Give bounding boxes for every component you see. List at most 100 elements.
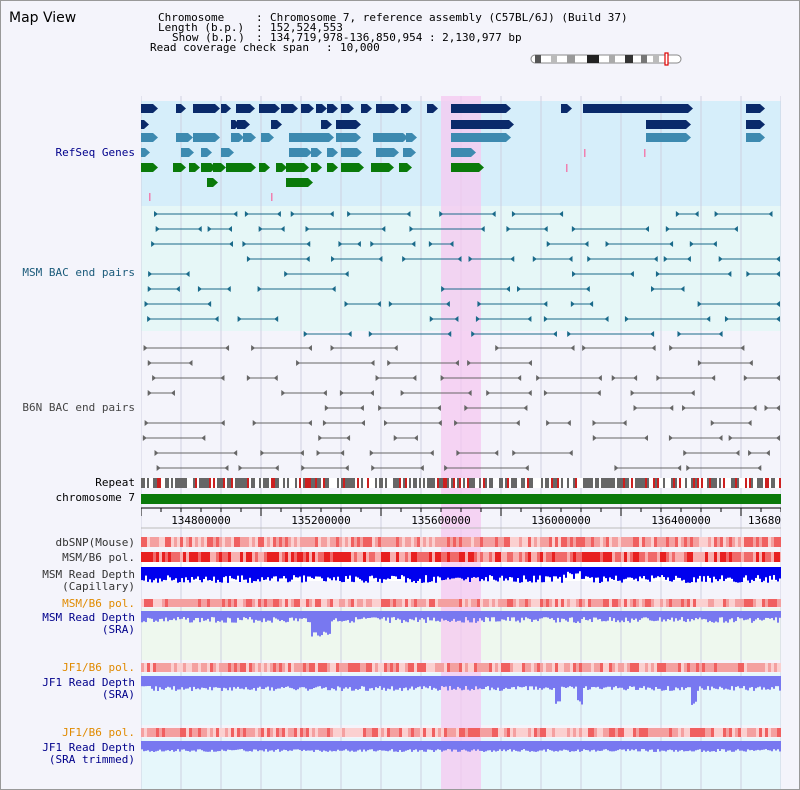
jf1-trim-depth: [147, 741, 149, 751]
b6n-bac-end: [387, 360, 392, 366]
dbsnp-cell: [450, 537, 453, 547]
repeat-element: [235, 478, 237, 488]
msm-capillary-depth: [307, 567, 309, 577]
dbsnp-cell: [174, 537, 177, 547]
repeat-element: [211, 478, 213, 488]
msm-capillary-depth: [739, 567, 741, 583]
msm-b6-pol-sra-cell: [495, 599, 498, 607]
msm-b6-pol-sra-cell: [699, 599, 702, 607]
msm-sra-depth: [521, 611, 523, 618]
jf1-trim-depth: [643, 741, 645, 750]
msm-capillary-depth: [173, 567, 175, 580]
repeat-element: [321, 478, 323, 488]
b6n-bac-track[interactable]: [142, 345, 780, 471]
repeat-element: [405, 478, 407, 488]
msm-capillary-depth: [621, 567, 623, 583]
jf1-b6-pol-cell: [267, 663, 270, 672]
msm-b6-pol-cell: [429, 552, 432, 562]
jf1-b6-pol-trim-cell: [639, 728, 642, 737]
repeat-element: [249, 478, 251, 488]
msm-sra-depth: [549, 611, 551, 619]
jf1-b6-pol-trim-cell: [276, 728, 279, 737]
msm-capillary-depth: [761, 567, 763, 583]
msm-sra-depth: [717, 611, 719, 623]
jf1-trim-depth: [425, 741, 427, 752]
msm-b6-pol-sra-cell: [669, 599, 672, 607]
msm-b6-pol-sra-cell: [192, 599, 195, 607]
refseq-genes-track[interactable]: [141, 104, 765, 201]
msm-sra-depth: [553, 611, 555, 621]
jf1-sra-depth: [309, 676, 311, 690]
gene-block: [176, 133, 188, 142]
jf1-b6-pol-cell: [561, 663, 564, 672]
jf1-b6-pol-cell: [288, 663, 291, 672]
msm-capillary-depth: [401, 567, 403, 576]
msm-b6-pol-cell: [183, 552, 186, 562]
jf1-trim-depth: [459, 741, 461, 752]
jf1-b6-pol-trim-cell: [579, 728, 582, 737]
jf1-sra-depth: [311, 676, 313, 690]
msm-b6-pol-cell: [228, 552, 231, 562]
msm-b6-pol-sra-cell: [612, 599, 615, 607]
jf1-trim-depth: [305, 741, 307, 751]
chromosome-bar[interactable]: [141, 494, 781, 504]
repeat-track[interactable]: [141, 478, 781, 488]
jf1-b6-pol-cell: [414, 663, 417, 672]
msm-bac-end: [153, 211, 158, 217]
msm-b6-pol-sra-cell: [519, 599, 522, 607]
genome-tracks-canvas[interactable]: 134800000 135200000 135600000 136000000 1364…: [141, 96, 781, 789]
repeat-element: [527, 478, 529, 488]
jf1-trim-depth: [143, 741, 145, 752]
msm-b6-pol-sra-cell: [465, 599, 468, 607]
jf1-sra-depth: [713, 676, 715, 689]
dbsnp-cell: [198, 537, 201, 547]
jf1-b6-pol-trim-cell: [183, 728, 186, 737]
msm-bac-track[interactable]: [144, 211, 780, 337]
msm-b6-pol-cell: [453, 552, 456, 562]
msm-sra-depth: [289, 611, 291, 618]
msm-sra-depth: [641, 611, 643, 619]
b6n-bac-end: [710, 420, 715, 426]
repeat-element: [491, 478, 493, 488]
gene-block: [376, 104, 394, 113]
jf1-trim-depth: [217, 741, 219, 752]
dbsnp-cell: [210, 537, 213, 547]
jf1-b6-pol-cell: [174, 663, 177, 672]
jf1-b6-pol-trim-cell: [435, 728, 438, 737]
gene-block: [201, 148, 207, 157]
msm-sra-depth: [625, 611, 627, 618]
chromosome-ideogram[interactable]: [529, 51, 689, 67]
jf1-sra-depth: [397, 676, 399, 690]
msm-capillary-depth: [459, 567, 461, 578]
msm-sra-depth: [165, 611, 167, 618]
dbsnp-cell: [750, 537, 753, 547]
jf1-sra-depth: [591, 676, 593, 688]
msm-b6-pol-sra-cell: [261, 599, 264, 607]
dbsnp-cell: [252, 537, 255, 547]
jf1-trim-depth: [681, 741, 683, 751]
jf1-sra-depth: [731, 676, 733, 687]
jf1-b6-pol-cell: [360, 663, 363, 672]
repeat-element: [529, 478, 531, 488]
msm-b6-pol-sra-cell: [753, 599, 756, 607]
msm-sra-depth: [651, 611, 653, 621]
jf1-sra-depth: [733, 676, 735, 691]
dbsnp-cell: [351, 537, 354, 547]
dbsnp-cell: [345, 537, 348, 547]
selection-highlight[interactable]: [441, 96, 481, 789]
jf1-sra-depth: [259, 676, 261, 687]
msm-depth-capillary-label-2: (Capillary): [62, 580, 135, 593]
msm-b6-pol-sra-cell: [453, 599, 456, 607]
msm-b6-pol-sra-cell: [759, 599, 762, 607]
gene-block: [141, 104, 153, 113]
jf1-b6-pol-cell: [690, 663, 693, 672]
jf1-trim-depth: [779, 741, 781, 752]
jf1-sra-depth: [383, 676, 385, 688]
jf1-b6-pol-trim-cell: [483, 728, 486, 737]
b6n-bac-end: [143, 345, 148, 351]
read-depth-tracks[interactable]: [141, 567, 781, 752]
axis-tick-label: 135200000: [291, 514, 351, 527]
polymorphism-tracks[interactable]: [141, 537, 781, 737]
jf1-b6-pol-trim-cell: [570, 728, 573, 737]
repeat-element: [505, 478, 507, 488]
